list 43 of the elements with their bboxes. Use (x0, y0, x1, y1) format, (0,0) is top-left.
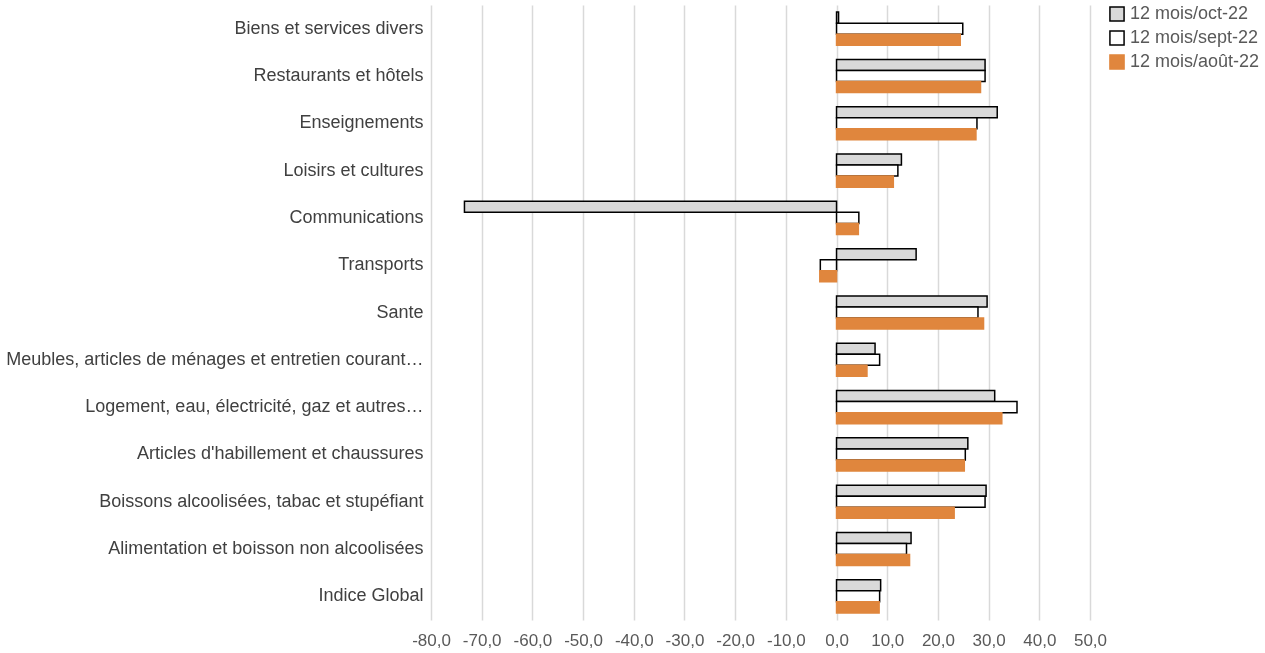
bar (835, 33, 961, 46)
bar (835, 80, 982, 94)
bar (835, 553, 911, 567)
y-tick-label: Sante (376, 301, 424, 322)
bar (835, 128, 977, 141)
x-tick-label: -60,0 (513, 630, 553, 650)
y-tick-label: Enseignements (299, 112, 424, 133)
y-tick-label: Restaurants et hôtels (253, 64, 424, 85)
bar (835, 601, 880, 614)
legend-label: 12 mois/août-22 (1130, 51, 1260, 71)
x-tick-label: -50,0 (564, 630, 603, 650)
x-tick-label: 10,0 (871, 630, 905, 650)
x-tick-label: 50,0 (1073, 630, 1108, 650)
y-tick-label: Loisirs et cultures (283, 159, 424, 180)
x-tick-label: 30,0 (972, 630, 1006, 650)
x-tick-label: -40,0 (614, 630, 654, 650)
x-tick-label: -30,0 (665, 630, 705, 650)
y-tick-label: Transports (338, 254, 424, 275)
bar (835, 317, 985, 330)
y-tick-label: Articles d'habillement et chaussures (136, 443, 424, 464)
y-tick-label: Indice Global (318, 585, 424, 606)
y-tick-label: Meubles, articles de ménages et entretien courant… (6, 348, 424, 369)
x-tick-label: -70,0 (462, 630, 502, 650)
bar (835, 222, 860, 236)
legend-label: 12 mois/oct-22 (1130, 3, 1249, 23)
bar (835, 506, 955, 520)
x-tick-label: -80,0 (412, 630, 451, 650)
bar (835, 411, 1003, 425)
bar (835, 459, 966, 472)
y-tick-label: Biens et services divers (234, 17, 424, 38)
y-tick-label: Communications (289, 206, 424, 227)
x-tick-label: 20,0 (921, 630, 955, 650)
x-tick-label: -10,0 (766, 630, 806, 650)
y-tick-label: Alimentation et boisson non alcoolisées (108, 538, 424, 559)
x-tick-label: 0,0 (825, 630, 849, 650)
x-tick-label: -20,0 (716, 630, 756, 650)
bar (835, 364, 868, 378)
y-tick-label: Logement, eau, électricité, gaz et autres… (85, 396, 424, 417)
bar (819, 269, 838, 283)
y-tick-label: Boissons alcoolisées, tabac et stupéfiant (99, 490, 424, 511)
x-tick-label: 40,0 (1023, 630, 1057, 650)
bar (835, 175, 895, 188)
legend-label: 12 mois/sept-22 (1130, 27, 1259, 47)
